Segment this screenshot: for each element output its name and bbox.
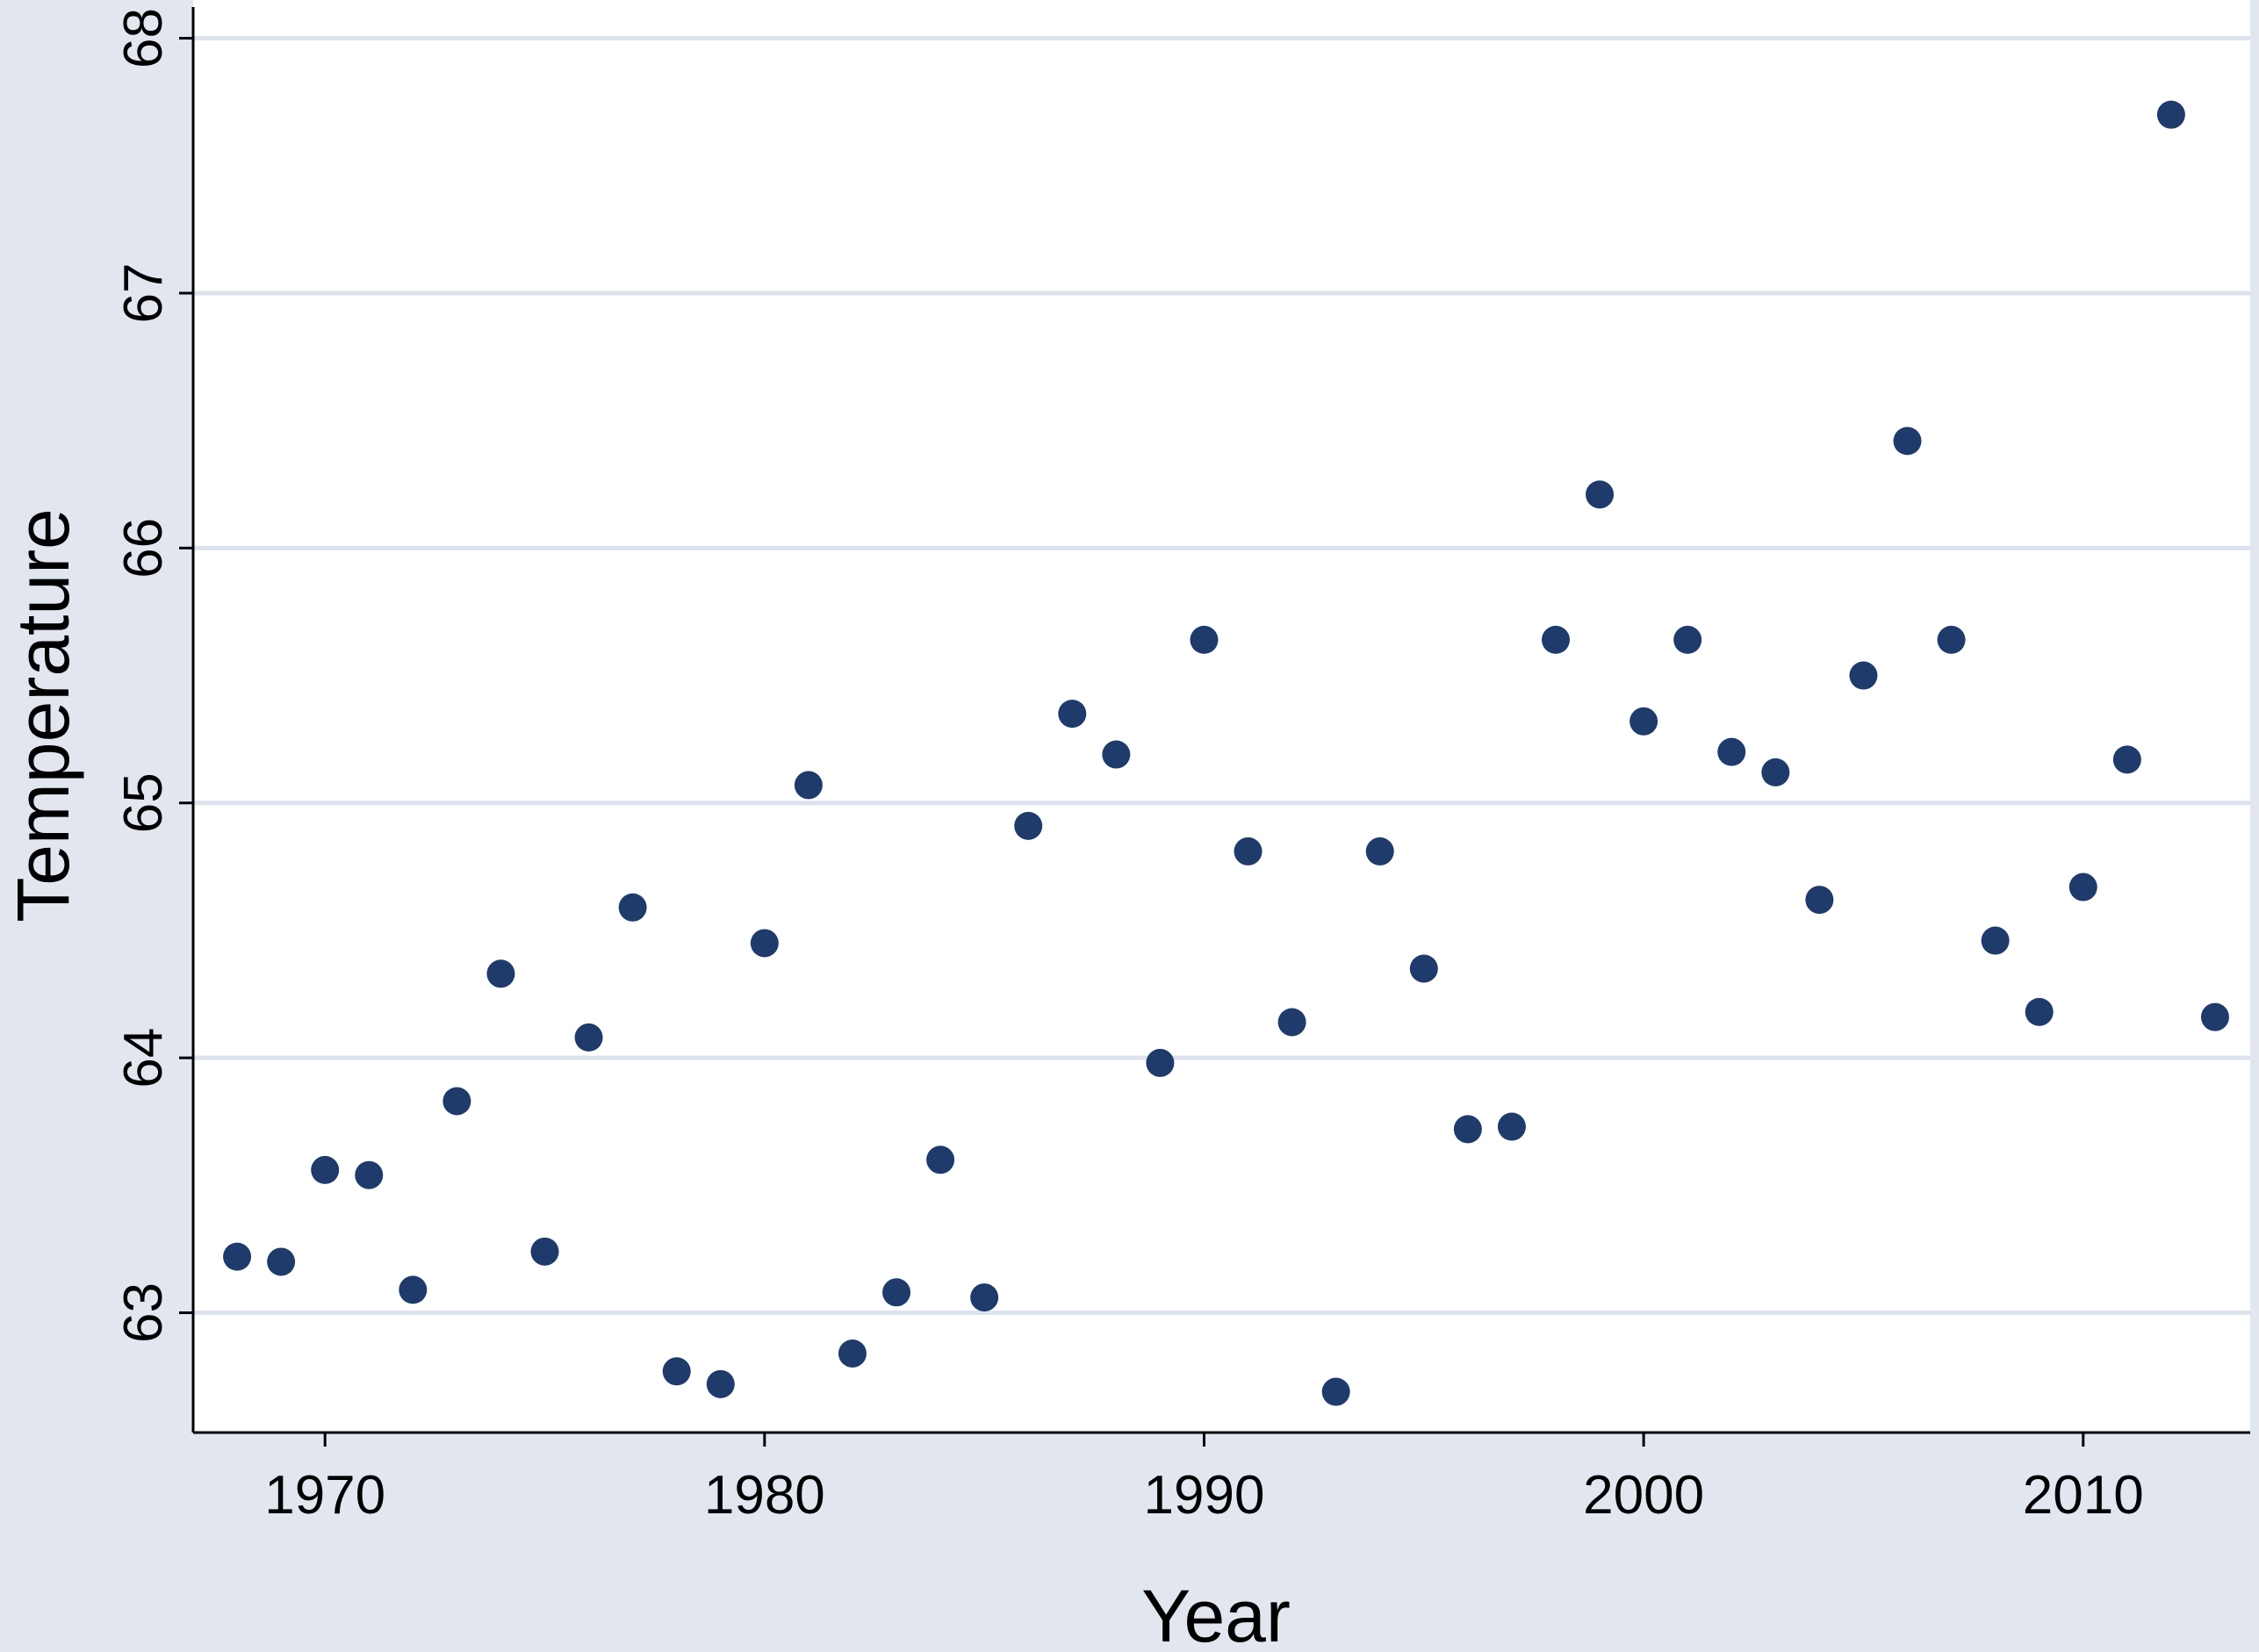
data-points xyxy=(223,100,2229,1406)
y-tick-label: 64 xyxy=(113,1028,174,1088)
data-point xyxy=(970,1283,999,1312)
plot-area xyxy=(193,0,2250,1433)
data-point xyxy=(1014,811,1043,840)
data-point xyxy=(1277,1008,1306,1037)
data-point xyxy=(926,1146,955,1174)
data-point xyxy=(1673,625,1702,654)
y-tick-label: 67 xyxy=(113,262,174,323)
data-point xyxy=(2112,745,2141,774)
data-point xyxy=(1321,1377,1350,1406)
data-point xyxy=(267,1247,296,1276)
data-point xyxy=(1849,661,1878,690)
data-point xyxy=(486,959,515,988)
data-point xyxy=(1102,740,1131,769)
data-point xyxy=(399,1275,428,1304)
data-point xyxy=(1937,625,1966,654)
x-tick-label: 2000 xyxy=(1583,1465,1704,1526)
data-point xyxy=(1190,625,1219,654)
data-point xyxy=(1586,480,1615,509)
data-point xyxy=(1893,427,1922,456)
y-tick-label: 68 xyxy=(113,8,174,68)
data-point xyxy=(706,1369,735,1398)
data-point xyxy=(1497,1112,1526,1141)
data-point xyxy=(1805,886,1834,915)
data-point xyxy=(2068,873,2097,901)
x-tick-label: 2010 xyxy=(2023,1465,2144,1526)
y-tick-label: 66 xyxy=(113,518,174,578)
data-point xyxy=(355,1160,384,1189)
ticks: 63 64 65 66 67 68 1970 1980 1990 2000 2010 xyxy=(113,8,2144,1526)
y-tick-label: 63 xyxy=(113,1282,174,1343)
x-tick-label: 1980 xyxy=(704,1465,825,1526)
data-point xyxy=(2156,100,2185,129)
data-point xyxy=(662,1357,691,1386)
x-tick-label: 1990 xyxy=(1144,1465,1265,1526)
data-point xyxy=(882,1278,911,1307)
data-point xyxy=(442,1087,471,1116)
data-point xyxy=(2025,997,2054,1026)
x-axis-title: Year xyxy=(1141,1575,1291,1648)
data-point xyxy=(1146,1048,1175,1077)
x-tick-label: 1970 xyxy=(264,1465,385,1526)
gridlines xyxy=(193,36,2250,1316)
data-point xyxy=(2200,1002,2229,1031)
data-point xyxy=(838,1339,867,1368)
y-tick-label: 65 xyxy=(113,772,174,833)
data-point xyxy=(223,1242,252,1271)
data-point xyxy=(618,893,647,922)
data-point xyxy=(1717,737,1746,766)
data-point xyxy=(1058,700,1087,729)
data-point xyxy=(311,1155,340,1184)
data-point xyxy=(1541,625,1570,654)
data-point xyxy=(1365,837,1394,866)
data-point xyxy=(794,771,823,800)
data-point xyxy=(574,1023,603,1052)
data-point xyxy=(530,1237,559,1266)
axes xyxy=(191,7,2250,1434)
data-point xyxy=(1234,837,1263,866)
data-point xyxy=(1409,954,1438,983)
data-point xyxy=(1981,926,2010,955)
data-point xyxy=(1453,1115,1482,1144)
y-axis-title: Temperature xyxy=(2,508,84,923)
data-point xyxy=(1630,707,1658,736)
data-point xyxy=(750,929,779,958)
data-point xyxy=(1761,758,1790,786)
